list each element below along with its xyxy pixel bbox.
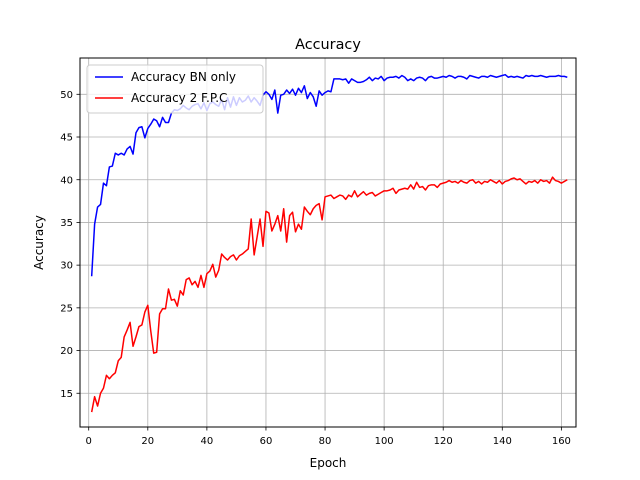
x-tick-label: 100 (375, 436, 394, 447)
x-tick-label: 60 (260, 436, 273, 447)
legend: Accuracy BN only Accuracy 2 F.P.C (86, 64, 264, 114)
y-tick-label: 45 (60, 133, 73, 144)
grid-lines (80, 58, 576, 427)
x-tick-label: 20 (141, 436, 154, 447)
legend-box (86, 64, 264, 114)
y-tick-label: 25 (60, 303, 73, 314)
chart-title: Accuracy (295, 37, 361, 53)
x-tick-label: 80 (319, 436, 332, 447)
y-tick-label: 50 (60, 90, 73, 101)
y-axis-label: Accuracy (32, 215, 46, 270)
y-tick-label: 20 (60, 346, 73, 357)
y-tick-label: 40 (60, 175, 73, 186)
x-tick-label: 120 (434, 436, 453, 447)
plot-frame (79, 57, 577, 428)
series-line-2-fpc (90, 176, 568, 413)
y-tick-label: 15 (60, 389, 73, 400)
y-tick-label: 30 (60, 261, 73, 272)
x-axis-ticks: 0 20 40 60 80 100 120 140 160 (86, 427, 571, 447)
x-tick-label: 40 (201, 436, 214, 447)
y-axis-ticks: 15 20 25 30 35 40 45 50 (60, 90, 80, 400)
x-tick-label: 160 (552, 436, 571, 447)
x-axis-label: Epoch (310, 456, 347, 470)
x-tick-label: 140 (493, 436, 512, 447)
series-lines (90, 73, 568, 413)
legend-label-2-fpc: Accuracy 2 F.P.C (131, 91, 227, 105)
y-tick-label: 35 (60, 218, 73, 229)
x-tick-label: 0 (86, 436, 92, 447)
legend-label-bn-only: Accuracy BN only (131, 70, 236, 84)
series-line-bn-only (90, 73, 568, 277)
